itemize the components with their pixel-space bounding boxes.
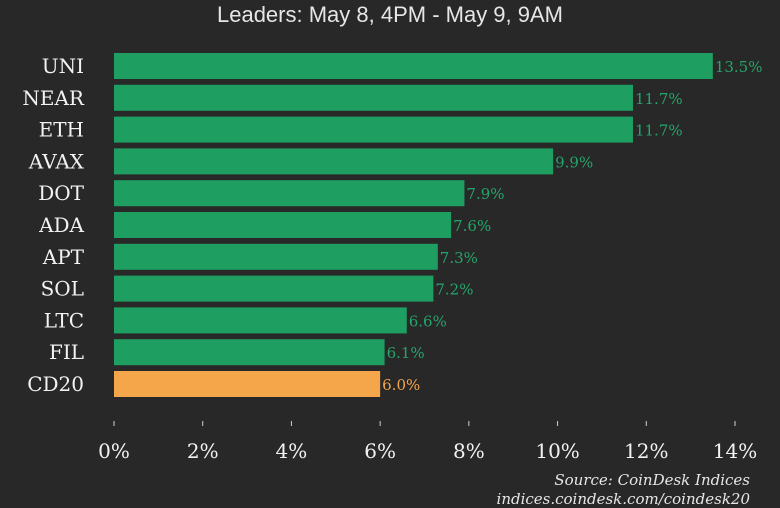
bar-apt [114, 243, 438, 270]
bar-eth [114, 116, 633, 143]
x-tick-label: 0% [98, 439, 130, 463]
bar-avax [114, 148, 554, 175]
chart-title: Leaders: May 8, 4PM - May 9, 9AM [216, 2, 564, 27]
source-url: indices.coindesk.com/coindesk20 [496, 490, 750, 508]
bar-dot [114, 180, 465, 207]
category-label: FIL [49, 340, 84, 364]
category-label: DOT [38, 181, 84, 205]
category-label: ETH [39, 118, 84, 142]
category-label: NEAR [22, 86, 85, 110]
bar-near [114, 84, 633, 111]
bar-fil [114, 339, 385, 366]
x-tick-label: 4% [276, 439, 308, 463]
category-label: AVAX [28, 149, 85, 173]
value-label: 7.3% [440, 249, 478, 267]
value-label: 6.1% [387, 344, 425, 362]
category-label: SOL [41, 277, 84, 301]
bar-uni [114, 53, 713, 79]
value-label: 6.6% [409, 312, 447, 330]
x-tick-label: 8% [453, 439, 485, 463]
value-label: 9.9% [555, 153, 593, 171]
category-label: APT [42, 245, 85, 269]
bar-cd20 [114, 371, 381, 397]
bar-ada [114, 212, 452, 238]
x-tick-label: 12% [624, 439, 668, 463]
x-tick-label: 10% [535, 439, 579, 463]
source-credit: Source: CoinDesk Indices [554, 471, 750, 489]
bar-sol [114, 275, 434, 302]
value-label: 7.9% [466, 185, 504, 203]
bar-ltc [114, 307, 407, 334]
x-tick-label: 2% [187, 439, 219, 463]
value-label: 13.5% [715, 58, 763, 76]
x-tick-label: 14% [713, 439, 757, 463]
value-label: 6.0% [382, 376, 420, 394]
value-label: 7.2% [435, 281, 473, 299]
x-tick-label: 6% [364, 439, 396, 463]
value-label: 7.6% [453, 217, 491, 235]
category-label: ADA [38, 213, 84, 237]
category-label: LTC [44, 308, 84, 332]
category-label: UNI [42, 54, 84, 78]
value-label: 11.7% [635, 90, 683, 108]
category-label: CD20 [27, 372, 84, 396]
value-label: 11.7% [635, 122, 683, 140]
